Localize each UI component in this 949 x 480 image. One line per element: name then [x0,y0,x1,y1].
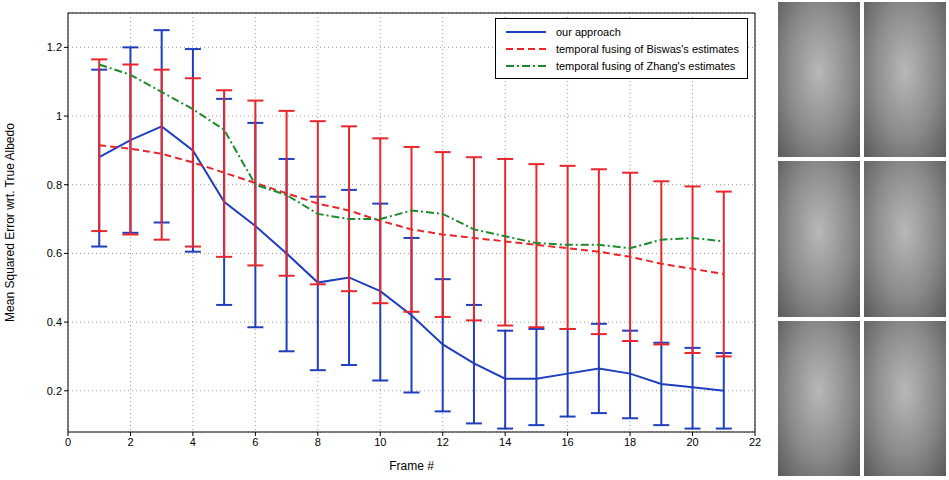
svg-text:12: 12 [437,436,449,448]
svg-text:0.4: 0.4 [47,316,62,328]
svg-text:Frame #: Frame # [389,459,434,473]
svg-text:4: 4 [190,436,196,448]
svg-text:10: 10 [374,436,386,448]
svg-text:0: 0 [65,436,71,448]
svg-text:18: 18 [624,436,636,448]
svg-text:0.8: 0.8 [47,179,62,191]
svg-text:20: 20 [686,436,698,448]
svg-text:6: 6 [252,436,258,448]
svg-text:8: 8 [315,436,321,448]
svg-text:22: 22 [749,436,761,448]
svg-text:14: 14 [499,436,511,448]
html-text:temporal fusing of Zhang's est: temporal fusing of Zhang's estimates [555,59,736,72]
svg-text:2: 2 [127,436,133,448]
svg-text:16: 16 [562,436,574,448]
html-text:temporal fusing of Biswas's es: temporal fusing of Biswas's estimates [555,42,739,55]
html-text:our approach: our approach [555,25,621,38]
svg-text:Mean Squared Error wrt. True A: Mean Squared Error wrt. True Albedo [3,123,17,322]
svg-text:1: 1 [56,110,62,122]
svg-text:0.2: 0.2 [47,385,62,397]
svg-text:0.6: 0.6 [47,247,62,259]
svg-text:1.2: 1.2 [47,41,62,53]
